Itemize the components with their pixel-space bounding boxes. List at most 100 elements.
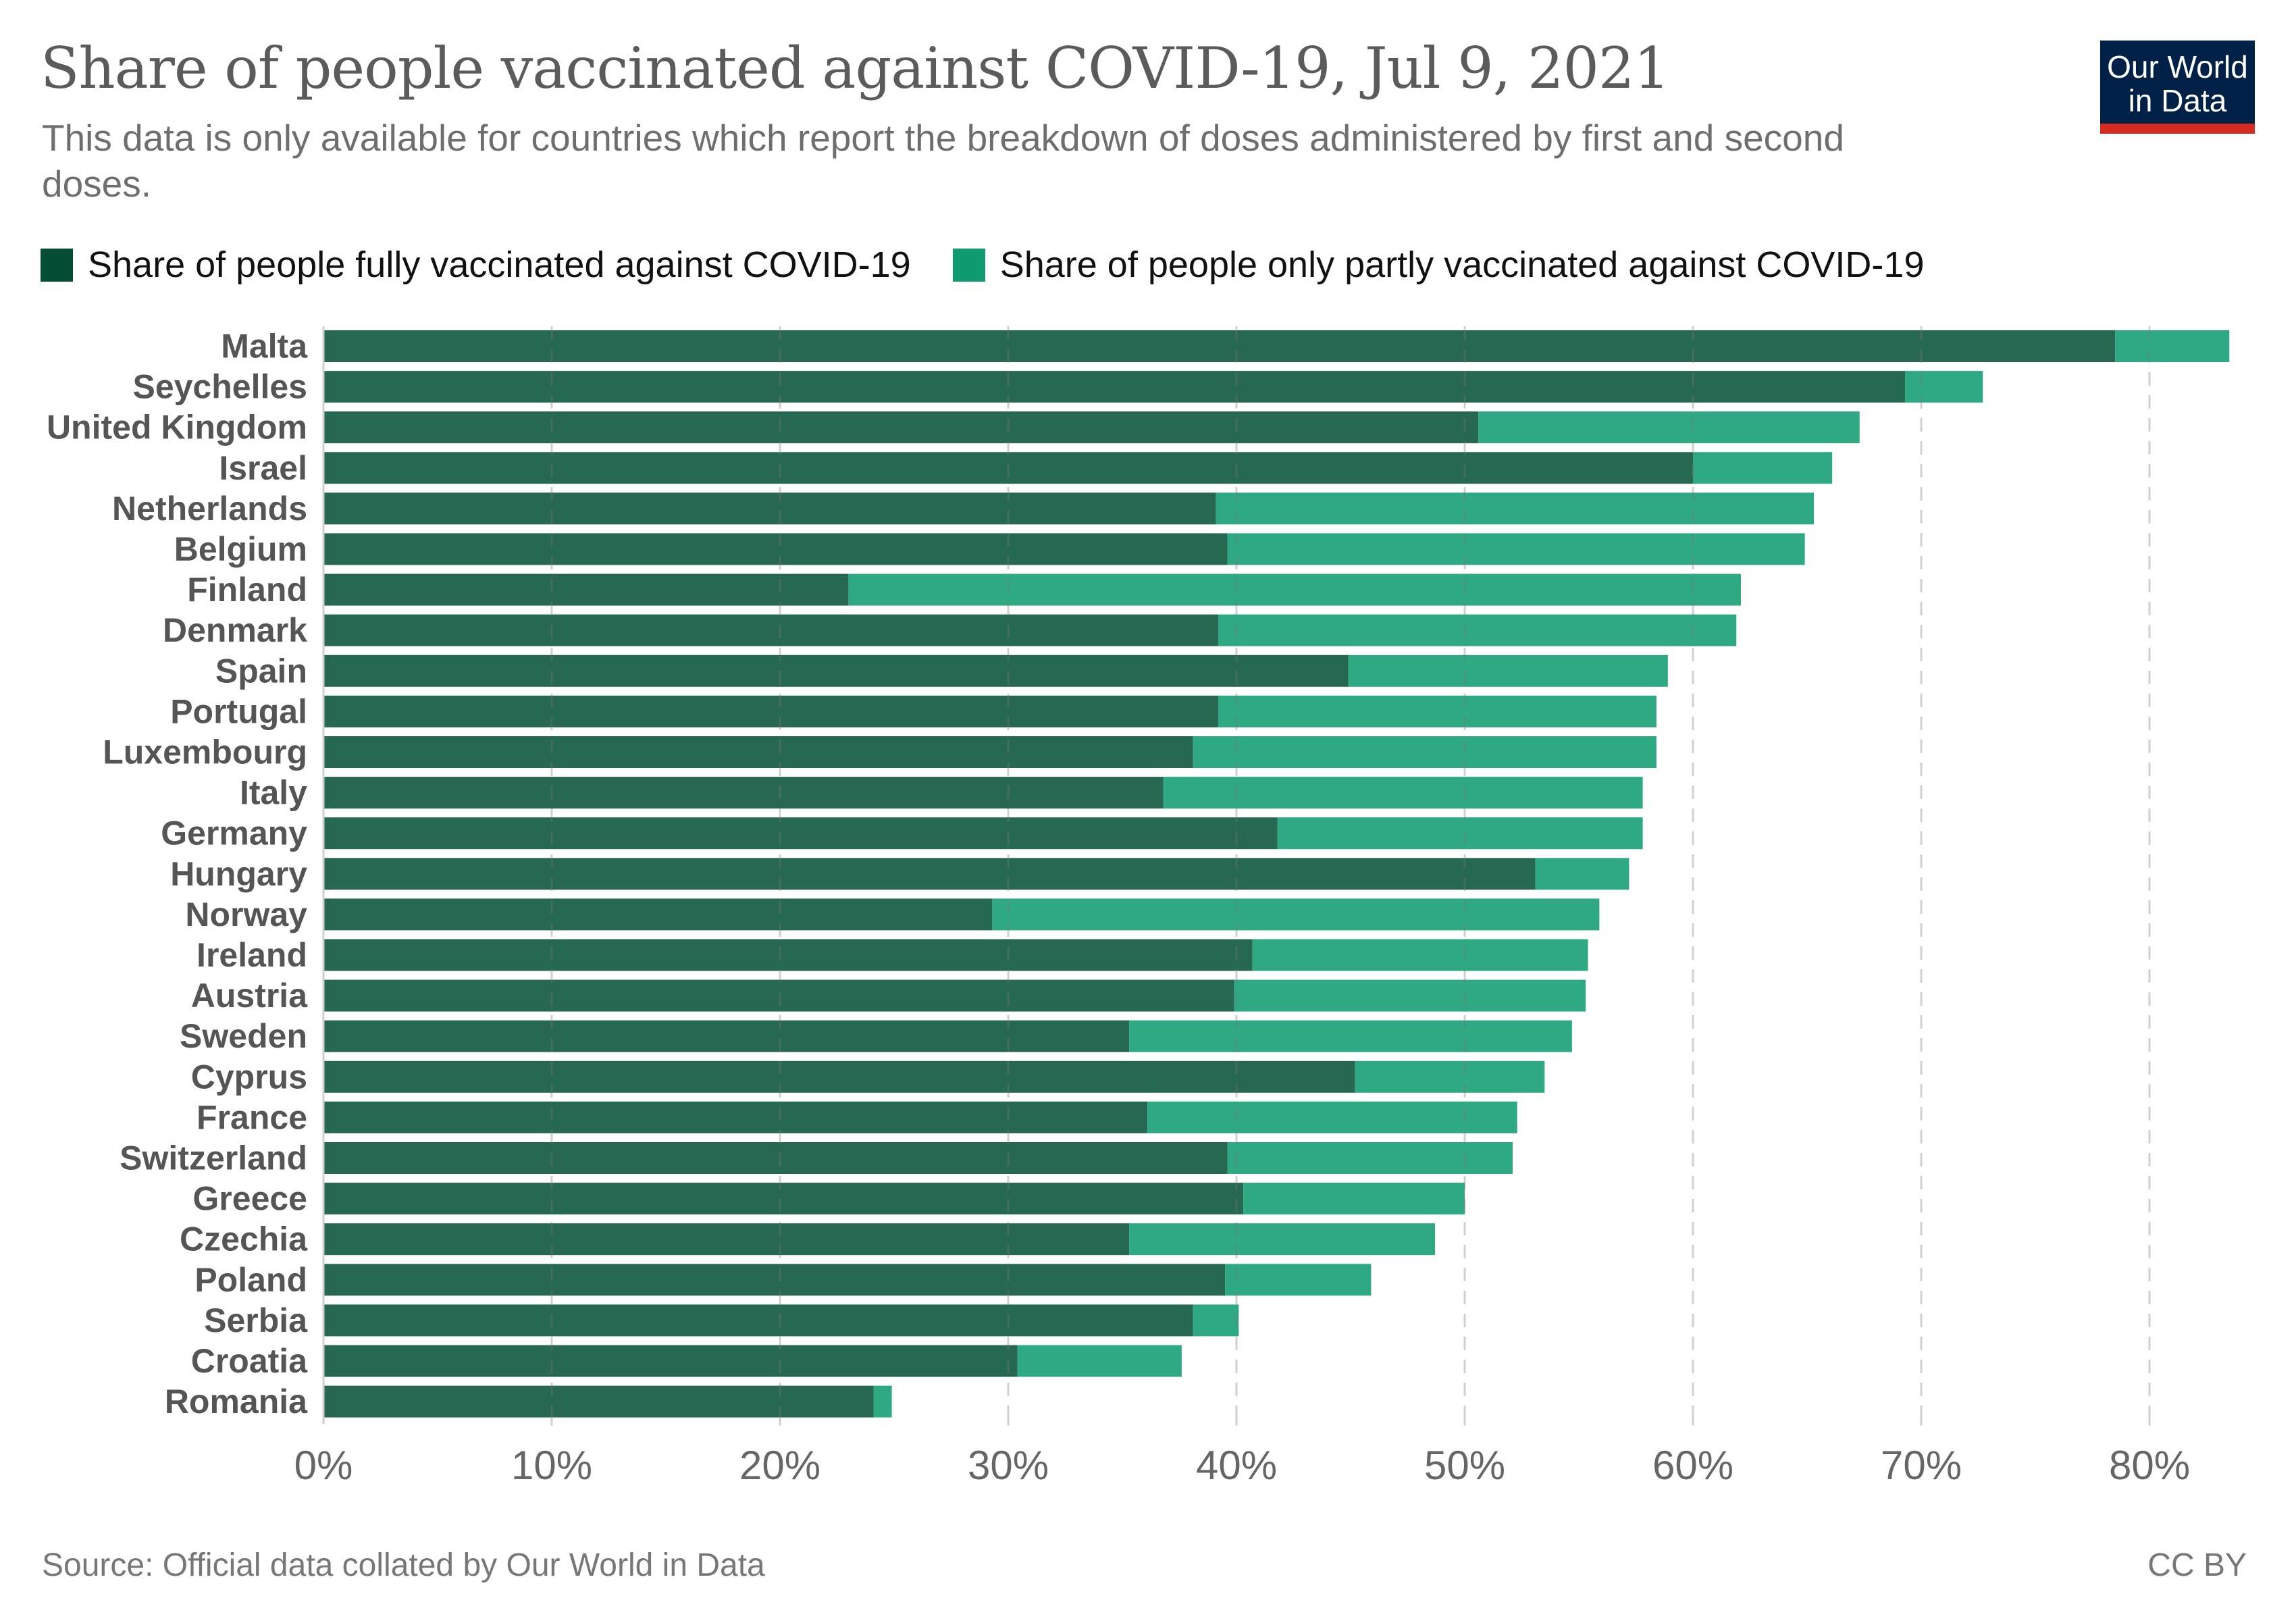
category-label: Sweden (180, 1017, 307, 1055)
bar-partly-vaccinated[interactable] (1348, 654, 1668, 687)
bar-partly-vaccinated[interactable] (1218, 695, 1656, 727)
bar-partly-vaccinated[interactable] (1252, 939, 1588, 971)
x-tick-label: 10% (511, 1443, 592, 1488)
category-label: Norway (185, 896, 307, 933)
category-label: Ireland (197, 936, 307, 974)
category-label: Germany (161, 815, 307, 852)
legend-swatch-fully (41, 248, 73, 282)
category-label: Czechia (180, 1220, 308, 1258)
bar-fully-vaccinated[interactable] (323, 695, 1218, 727)
bar-partly-vaccinated[interactable] (1218, 614, 1737, 646)
category-label: Croatia (191, 1342, 308, 1380)
category-label: Hungary (170, 855, 307, 893)
bar-partly-vaccinated[interactable] (992, 898, 1600, 931)
bar-fully-vaccinated[interactable] (323, 452, 1693, 484)
bar-partly-vaccinated[interactable] (1243, 1183, 1465, 1215)
bar-partly-vaccinated[interactable] (1163, 777, 1643, 809)
bar-fully-vaccinated[interactable] (323, 1345, 1018, 1377)
category-label: Spain (215, 652, 307, 690)
x-tick-label: 70% (1881, 1443, 1962, 1488)
bar-fully-vaccinated[interactable] (323, 777, 1164, 809)
bar-fully-vaccinated[interactable] (323, 736, 1193, 768)
bar-fully-vaccinated[interactable] (323, 1142, 1228, 1174)
bar-partly-vaccinated[interactable] (1535, 858, 1629, 890)
logo-line-1: Our World (2107, 49, 2248, 84)
category-label: Israel (219, 449, 307, 487)
legend: Share of people fully vaccinated against… (41, 245, 1966, 285)
bar-fully-vaccinated[interactable] (323, 817, 1278, 850)
bar-partly-vaccinated[interactable] (2115, 330, 2230, 362)
bar-fully-vaccinated[interactable] (323, 1183, 1244, 1215)
category-label: Portugal (170, 692, 307, 730)
category-label: Belgium (174, 530, 307, 568)
bar-partly-vaccinated[interactable] (1905, 371, 1983, 403)
bar-fully-vaccinated[interactable] (323, 1304, 1193, 1337)
legend-swatch-partly (952, 248, 985, 282)
chart-subtitle: This data is only available for countrie… (42, 117, 1844, 205)
bars (323, 330, 2230, 1418)
bar-fully-vaccinated[interactable] (323, 330, 2116, 362)
bar-fully-vaccinated[interactable] (323, 533, 1228, 565)
category-label: United Kingdom (47, 409, 307, 446)
bar-fully-vaccinated[interactable] (323, 492, 1216, 525)
category-label: Cyprus (191, 1058, 307, 1096)
source-note[interactable]: Source: Official data collated by Our Wo… (42, 1547, 765, 1583)
category-label: Poland (194, 1261, 307, 1299)
bar-fully-vaccinated[interactable] (323, 1101, 1148, 1133)
x-axis: 0% 10% 20% 30% 40% 50% 60% 70% 80% (294, 1417, 2190, 1488)
bar-fully-vaccinated[interactable] (323, 1223, 1130, 1256)
bar-fully-vaccinated[interactable] (323, 898, 993, 931)
bar-fully-vaccinated[interactable] (323, 1020, 1130, 1052)
bar-fully-vaccinated[interactable] (323, 573, 849, 606)
bar-partly-vaccinated[interactable] (1227, 533, 1805, 565)
x-tick-label: 80% (2109, 1443, 2190, 1488)
legend-item-fully[interactable]: Share of people fully vaccinated against… (41, 244, 911, 286)
category-label: Netherlands (112, 490, 307, 528)
bar-partly-vaccinated[interactable] (1216, 492, 1815, 525)
bar-partly-vaccinated[interactable] (1129, 1020, 1572, 1052)
bar-partly-vaccinated[interactable] (1234, 979, 1586, 1012)
category-label: Malta (221, 328, 308, 365)
x-tick-label: 0% (294, 1443, 353, 1488)
bar-fully-vaccinated[interactable] (323, 1385, 874, 1418)
bar-fully-vaccinated[interactable] (323, 371, 1906, 403)
logo-stripe (2100, 124, 2255, 134)
bar-partly-vaccinated[interactable] (1225, 1264, 1372, 1296)
category-label: Denmark (163, 611, 307, 649)
x-tick-label: 50% (1424, 1443, 1505, 1488)
legend-label-fully: Share of people fully vaccinated against… (88, 245, 911, 285)
bar-partly-vaccinated[interactable] (1129, 1223, 1436, 1256)
license-note[interactable]: CC BY (2147, 1547, 2247, 1583)
bar-partly-vaccinated[interactable] (1277, 817, 1643, 850)
category-label: Switzerland (120, 1139, 307, 1177)
bar-partly-vaccinated[interactable] (1693, 452, 1833, 484)
owid-logo[interactable]: Our World in Data (2100, 41, 2255, 134)
bar-partly-vaccinated[interactable] (848, 573, 1741, 606)
bar-fully-vaccinated[interactable] (323, 939, 1253, 971)
bar-partly-vaccinated[interactable] (1355, 1060, 1545, 1093)
bar-fully-vaccinated[interactable] (323, 979, 1234, 1012)
bar-partly-vaccinated[interactable] (1147, 1101, 1517, 1133)
bar-fully-vaccinated[interactable] (323, 1264, 1226, 1296)
category-label: Austria (191, 977, 308, 1014)
bar-fully-vaccinated[interactable] (323, 858, 1536, 890)
bar-partly-vaccinated[interactable] (1478, 411, 1860, 444)
bar-partly-vaccinated[interactable] (873, 1385, 892, 1418)
bar-fully-vaccinated[interactable] (323, 614, 1218, 646)
legend-label-partly: Share of people only partly vaccinated a… (999, 245, 1925, 285)
bar-partly-vaccinated[interactable] (1193, 736, 1656, 768)
legend-item-partly[interactable]: Share of people only partly vaccinated a… (952, 244, 1925, 286)
category-label: Finland (187, 571, 307, 609)
bar-fully-vaccinated[interactable] (323, 411, 1479, 444)
category-label: Seychelles (132, 368, 307, 406)
bar-partly-vaccinated[interactable] (1193, 1304, 1239, 1337)
chart-title: Share of people vaccinated against COVID… (41, 35, 1670, 101)
bar-partly-vaccinated[interactable] (1017, 1345, 1182, 1377)
bar-fully-vaccinated[interactable] (323, 1060, 1355, 1093)
category-label: Greece (192, 1180, 307, 1218)
bar-partly-vaccinated[interactable] (1227, 1142, 1513, 1174)
x-tick-label: 20% (739, 1443, 820, 1488)
bar-fully-vaccinated[interactable] (323, 654, 1349, 687)
